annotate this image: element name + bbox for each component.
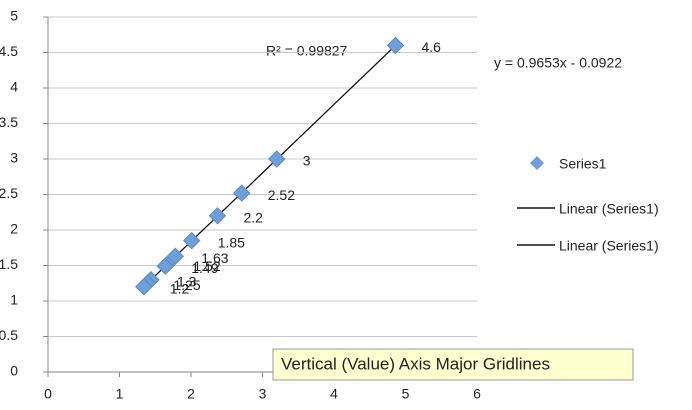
marker [135, 278, 153, 296]
legend-label: Linear (Series1) [559, 201, 659, 217]
marker [233, 184, 251, 202]
data-label: 1.3 [177, 273, 197, 289]
marker [156, 257, 174, 275]
x-tick-label: 2 [187, 386, 195, 402]
y-tick-label: 0.5 [0, 327, 18, 343]
marker [386, 36, 405, 55]
data-label: 3 [303, 153, 311, 169]
y-tick-label: 5 [10, 8, 18, 24]
tooltip-box [272, 348, 634, 381]
y-tick-label: 1.5 [0, 256, 18, 272]
data-label: 1.63 [201, 250, 228, 266]
x-tick-label: 0 [44, 386, 52, 402]
marker [268, 150, 286, 168]
data-label: 2.2 [243, 210, 263, 226]
trend-equation: y = 0.9653x - 0.0922 [494, 55, 622, 71]
data-label: 1.25 [173, 277, 200, 293]
r-squared: R² = 0.99827 [266, 43, 348, 59]
x-tick-label: 3 [259, 386, 267, 402]
trendline [143, 44, 396, 288]
data-label: 2.52 [268, 187, 295, 203]
x-tick-label: 6 [473, 386, 481, 402]
marker [183, 231, 201, 250]
tooltip: Vertical (Value) Axis Major Gridlines [281, 354, 550, 373]
y-tick-label: 3 [10, 150, 18, 166]
y-tick-label: 3.5 [0, 114, 18, 130]
data-label: 1.2 [170, 281, 190, 297]
legend-label: Linear (Series1) [559, 238, 659, 254]
marker [208, 207, 227, 225]
data-label: 1.52 [193, 258, 220, 274]
legend-marker [530, 156, 544, 170]
y-tick-label: 0 [10, 363, 18, 379]
x-tick-label: 1 [116, 386, 124, 402]
y-tick-label: 2.5 [0, 185, 18, 201]
data-label: 1.49 [191, 260, 218, 276]
data-label: 4.6 [421, 39, 441, 55]
data-label: 1.85 [218, 234, 245, 250]
legend-label: Series1 [559, 156, 607, 172]
x-tick-label: 5 [402, 386, 410, 402]
y-tick-label: 1 [10, 292, 18, 308]
y-tick-label: 4.5 [0, 43, 18, 59]
x-tick-label: 4 [330, 386, 338, 402]
y-tick-label: 2 [10, 221, 18, 237]
y-tick-label: 4 [10, 79, 18, 95]
